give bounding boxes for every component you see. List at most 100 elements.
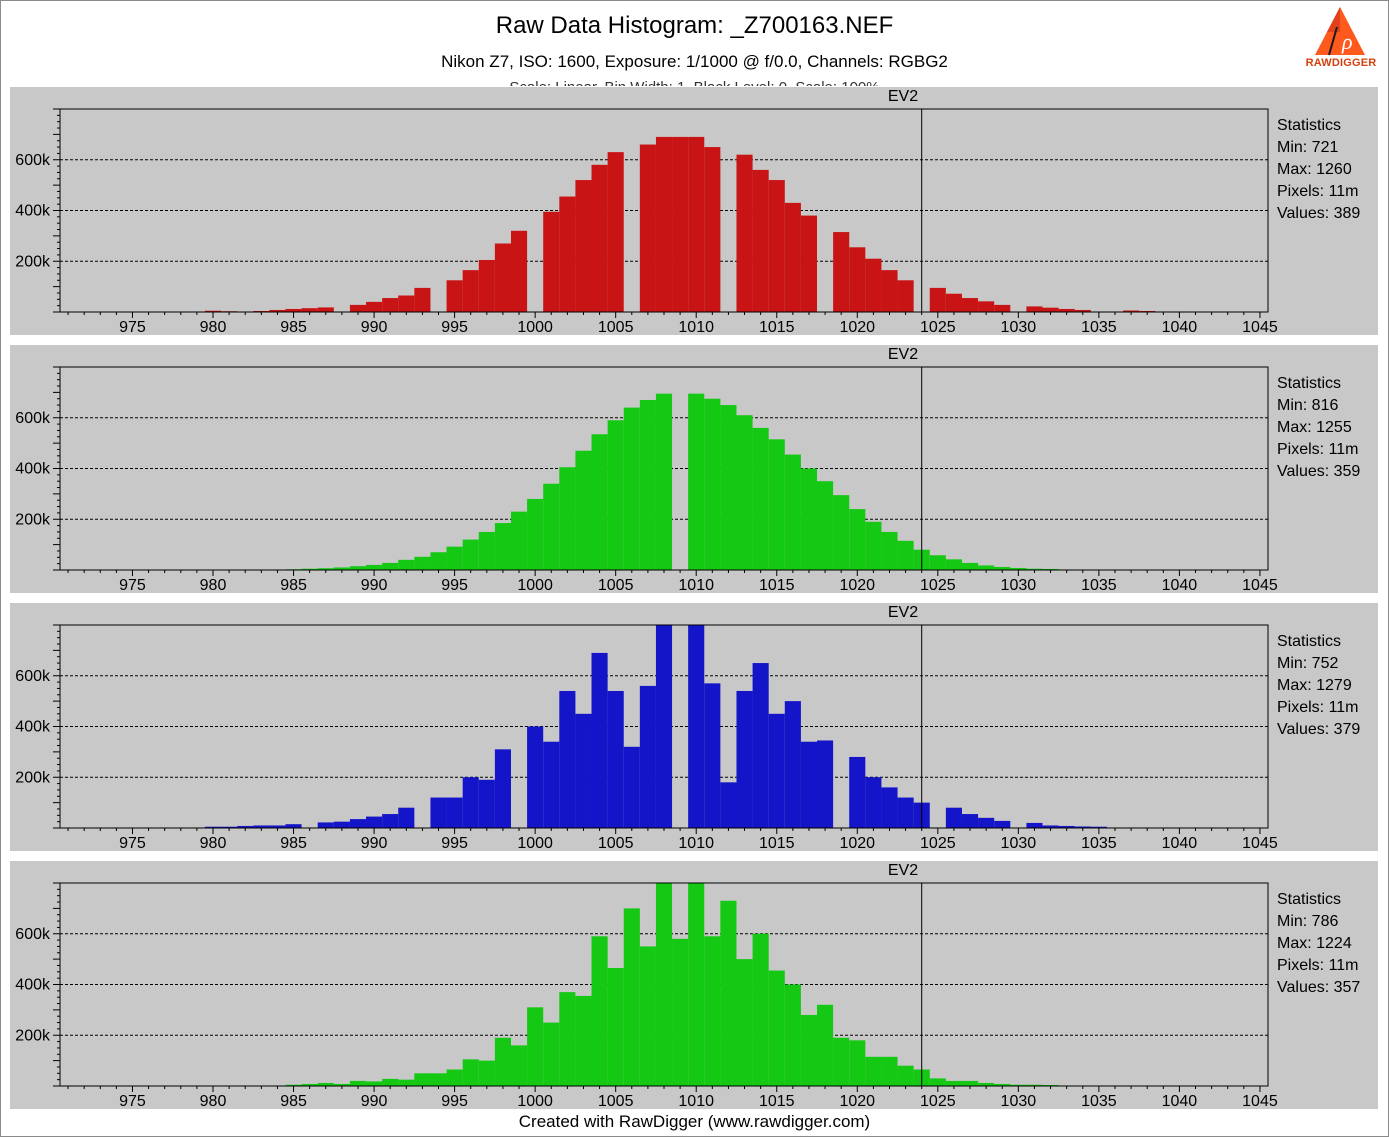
- y-tick-label: 600k: [15, 410, 51, 427]
- x-tick-label: 1025: [920, 835, 956, 852]
- histogram-bar: [366, 301, 383, 312]
- statistics-box: Statistics Min: 752 Max: 1279 Pixels: 11…: [1277, 631, 1360, 741]
- histogram-bar: [1042, 568, 1059, 570]
- x-tick-label: 1030: [1001, 319, 1037, 336]
- histogram-bar: [768, 970, 785, 1086]
- histogram-bar: [833, 232, 850, 312]
- statistics-heading: Statistics: [1277, 375, 1342, 392]
- x-tick-label: 985: [280, 319, 307, 336]
- x-tick-label: 1020: [839, 1093, 875, 1110]
- x-tick-label: 1030: [1001, 577, 1037, 594]
- histogram-bar: [398, 295, 415, 312]
- histogram-bar: [736, 690, 753, 828]
- histogram-bar: [688, 883, 705, 1086]
- histogram-bar: [655, 136, 673, 312]
- histogram-bar: [543, 1022, 560, 1086]
- x-tick-label: 1015: [759, 577, 795, 594]
- histogram-bar: [607, 420, 624, 570]
- histogram-bar: [961, 1080, 979, 1086]
- histogram-bar: [269, 309, 286, 312]
- histogram-bar: [221, 826, 238, 828]
- x-tick-label: 1010: [678, 319, 714, 336]
- y-tick-label: 600k: [15, 668, 51, 685]
- histogram-bar: [317, 568, 334, 570]
- histogram-bar: [462, 777, 479, 828]
- histogram-bar: [639, 144, 656, 312]
- histogram-bar: [833, 1037, 850, 1086]
- x-tick-label: 1045: [1242, 1093, 1278, 1110]
- histogram-bar: [382, 298, 399, 312]
- panel-title: EV2: [887, 604, 919, 621]
- histogram-bar: [1042, 1084, 1059, 1086]
- x-tick-label: 995: [441, 319, 468, 336]
- histogram-bar: [688, 625, 705, 828]
- x-tick-label: 995: [441, 835, 468, 852]
- histogram-bar: [510, 511, 528, 570]
- histogram-bar: [349, 819, 367, 828]
- x-tick-label: 1035: [1081, 835, 1117, 852]
- histogram-bar: [607, 690, 624, 828]
- histogram-bar: [559, 467, 576, 570]
- histogram-bar: [527, 726, 544, 828]
- histogram-bar: [736, 959, 753, 1086]
- histogram-bar: [639, 685, 656, 828]
- histogram-bar: [817, 740, 834, 828]
- histogram-chart: 200k 400k 600k 975 980 985 990 995 1000 1005 1010 1…: [15, 624, 1278, 852]
- x-tick-label: 990: [361, 319, 388, 336]
- histogram-bar: [929, 555, 946, 570]
- histogram-bar: [961, 298, 979, 312]
- x-tick-label: 1010: [678, 1093, 714, 1110]
- histogram-bar: [897, 797, 914, 828]
- histogram-bar: [704, 683, 721, 828]
- histogram-bar: [945, 559, 962, 570]
- histogram-bar: [204, 826, 222, 828]
- x-tick-label: 995: [441, 577, 468, 594]
- y-tick-label: 200k: [15, 253, 51, 270]
- y-tick-label: 200k: [15, 769, 51, 786]
- x-tick-label: 1025: [920, 577, 956, 594]
- histogram-bar: [865, 258, 882, 312]
- statistics-max: Max: 1260: [1277, 161, 1352, 178]
- x-tick-label: 975: [119, 319, 146, 336]
- histogram-bar: [253, 825, 270, 828]
- x-tick-label: 1010: [678, 835, 714, 852]
- histogram-bar: [817, 1004, 834, 1086]
- histogram-bar: [1010, 1084, 1027, 1086]
- histogram-bar: [833, 495, 850, 570]
- histogram-bar: [752, 169, 769, 312]
- histogram-bar: [591, 164, 608, 312]
- histogram-bar: [478, 1060, 495, 1086]
- histogram-bar: [978, 301, 995, 312]
- histogram-bar: [736, 415, 753, 570]
- histogram-bar: [800, 468, 818, 570]
- histogram-bar: [704, 936, 721, 1086]
- x-tick-label: 1020: [839, 835, 875, 852]
- histogram-bar: [414, 287, 431, 312]
- histogram-bar: [317, 1082, 334, 1086]
- histogram-bar: [945, 293, 962, 312]
- histogram-bar: [881, 1056, 898, 1086]
- histogram-bar: [1074, 826, 1091, 828]
- x-tick-label: 1000: [517, 835, 553, 852]
- statistics-values: Values: 379: [1277, 721, 1361, 738]
- histogram-bar: [414, 1073, 431, 1086]
- histogram-bar: [849, 756, 866, 828]
- x-tick-label: 1015: [759, 319, 795, 336]
- histogram-bar: [1139, 310, 1156, 312]
- statistics-min: Min: 752: [1277, 655, 1339, 672]
- histogram-chart: 200k 400k 600k 975 980 985 990 995 1000 1005 1010 1…: [15, 366, 1278, 594]
- histogram-bar: [994, 566, 1011, 570]
- statistics-heading: Statistics: [1277, 633, 1342, 650]
- statistics-pixels: Pixels: 11m: [1277, 441, 1359, 458]
- histogram-panel-green2: EV2 200k 400k 600k 975 980 985 990 995 1000 1005 1…: [10, 861, 1378, 1110]
- histogram-bar: [559, 992, 576, 1086]
- statistics-values: Values: 357: [1277, 979, 1361, 996]
- histogram-bar: [398, 1079, 415, 1086]
- statistics-box: Statistics Min: 786 Max: 1224 Pixels: 11…: [1277, 889, 1360, 999]
- histogram-bar: [285, 308, 302, 312]
- panel-title: EV2: [887, 862, 919, 879]
- histogram-chart: 200k 400k 600k 975 980 985 990 995 1000 1005 1010 1…: [15, 882, 1278, 1110]
- x-tick-label: 1000: [517, 577, 553, 594]
- histogram-bar: [655, 883, 673, 1086]
- histogram-bar: [623, 746, 640, 828]
